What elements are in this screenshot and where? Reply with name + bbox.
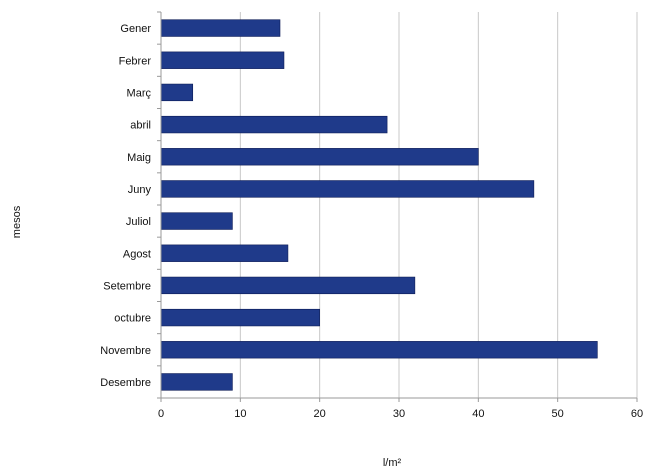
y-tick-label: Gener: [120, 23, 151, 35]
y-tick-label: Febrer: [119, 55, 152, 67]
y-tick-label: Maig: [127, 152, 151, 164]
bar-5: [160, 148, 479, 166]
y-tick-label: abril: [130, 120, 151, 132]
bar-4: [160, 115, 388, 134]
bar-6: [160, 180, 535, 198]
x-tick-label: 0: [158, 408, 164, 420]
x-tick-label: 60: [631, 408, 643, 420]
y-tick-label: octubre: [114, 313, 151, 325]
x-tick-label: 10: [234, 408, 246, 420]
grid-layer: [239, 12, 638, 398]
y-tick-label: Juliol: [126, 216, 151, 228]
x-tick-label: 50: [552, 408, 564, 420]
bar-2: [160, 51, 285, 69]
y-tick-label: Setembre: [103, 280, 151, 292]
bar-8: [160, 244, 289, 262]
bar-12: [160, 373, 233, 391]
bar-layer: [160, 19, 598, 391]
bar-10: [160, 308, 320, 327]
x-axis-title: l/m²: [383, 457, 402, 469]
y-tick-label: Març: [127, 87, 152, 99]
bar-3: [160, 83, 194, 102]
bar-1: [160, 19, 281, 37]
x-tick-label: 30: [393, 408, 405, 420]
x-tick-label: 20: [314, 408, 326, 420]
y-axis-title: mesos: [11, 205, 23, 238]
y-tick-label: Novembre: [100, 345, 151, 357]
y-tick-label: Desembre: [100, 377, 151, 389]
y-tick-label: Agost: [123, 248, 151, 260]
y-tick-label: Juny: [128, 184, 152, 196]
bar-9: [160, 276, 416, 295]
label-layer: 0 10 20 30 40 50 60 Gener Febrer Març abril Maig Jun…: [100, 23, 643, 420]
bar-7: [160, 212, 233, 230]
x-tick-label: 40: [472, 408, 484, 420]
bar-11: [160, 341, 598, 359]
axis-layer: [157, 11, 638, 402]
